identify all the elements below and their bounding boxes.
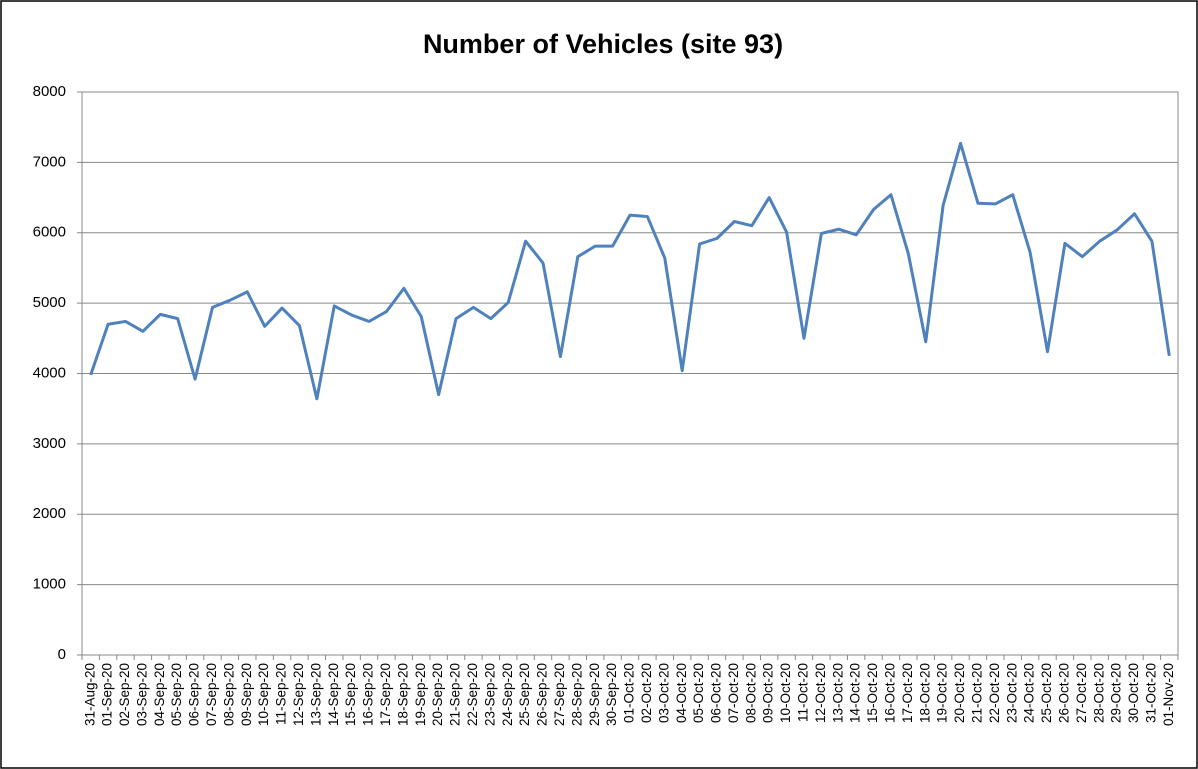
x-tick-label: 01-Nov-20 [1161,663,1176,726]
x-tick-label: 19-Sep-20 [413,663,428,726]
x-tick-label: 30-Oct-20 [1126,663,1141,723]
x-tick-label: 20-Sep-20 [430,663,445,726]
y-tick-label: 4000 [33,364,66,381]
x-tick-label: 11-Sep-20 [274,663,289,725]
x-tick-label: 29-Oct-20 [1109,663,1124,723]
x-tick-label: 15-Sep-20 [343,663,358,726]
x-tick-label: 21-Sep-20 [448,663,463,726]
x-tick-label: 10-Oct-20 [778,663,793,723]
x-tick-label: 09-Oct-20 [761,663,776,723]
x-tick-label: 07-Oct-20 [726,663,741,723]
x-tick-label: 05-Oct-20 [691,663,706,723]
x-tick-label: 27-Oct-20 [1074,663,1089,723]
x-tick-label: 02-Sep-20 [117,663,132,726]
x-tick-label: 08-Sep-20 [221,663,236,726]
x-tick-label: 23-Oct-20 [1004,663,1019,723]
x-tick-label: 24-Oct-20 [1022,663,1037,723]
y-tick-label: 1000 [33,576,66,593]
x-tick-label: 19-Oct-20 [935,663,950,723]
x-tick-label: 06-Sep-20 [187,663,202,726]
x-tick-label: 25-Oct-20 [1039,663,1054,723]
x-tick-label: 17-Sep-20 [378,663,393,726]
x-tick-label: 12-Sep-20 [291,663,306,726]
x-tick-label: 29-Sep-20 [587,663,602,726]
x-tick-label: 17-Oct-20 [900,663,915,723]
y-tick-label: 6000 [33,224,66,241]
y-tick-label: 8000 [33,83,66,100]
x-tick-label: 16-Oct-20 [883,663,898,723]
x-tick-label: 08-Oct-20 [743,663,758,723]
x-tick-label: 01-Sep-20 [100,663,115,726]
y-tick-label: 0 [58,646,66,663]
y-tick-label: 7000 [33,153,66,170]
x-tick-label: 10-Sep-20 [256,663,271,726]
x-tick-label: 18-Sep-20 [395,663,410,726]
y-tick-label: 3000 [33,435,66,452]
x-tick-label: 28-Sep-20 [569,663,584,726]
y-tick-label: 5000 [33,294,66,311]
y-tick-label: 2000 [33,505,66,522]
x-tick-label: 18-Oct-20 [917,663,932,723]
x-tick-label: 07-Sep-20 [204,663,219,726]
x-tick-label: 02-Oct-20 [639,663,654,723]
x-tick-label: 06-Oct-20 [709,663,724,723]
x-tick-label: 09-Sep-20 [239,663,254,726]
x-tick-label: 23-Sep-20 [482,663,497,726]
x-tick-label: 24-Sep-20 [500,663,515,726]
x-tick-label: 30-Sep-20 [604,663,619,726]
x-tick-label: 25-Sep-20 [517,663,532,726]
x-tick-label: 11-Oct-20 [796,663,811,722]
x-tick-label: 13-Oct-20 [830,663,845,723]
x-tick-label: 14-Oct-20 [848,663,863,723]
x-tick-label: 16-Sep-20 [361,663,376,726]
x-tick-label: 28-Oct-20 [1091,663,1106,723]
x-tick-label: 26-Oct-20 [1056,663,1071,723]
x-tick-label: 31-Oct-20 [1143,663,1158,723]
x-tick-label: 21-Oct-20 [969,663,984,723]
x-tick-label: 05-Sep-20 [169,663,184,726]
x-tick-label: 03-Oct-20 [656,663,671,723]
x-tick-label: 26-Sep-20 [535,663,550,726]
x-tick-label: 03-Sep-20 [134,663,149,726]
x-tick-label: 20-Oct-20 [952,663,967,723]
x-tick-label: 22-Sep-20 [465,663,480,726]
x-tick-label: 01-Oct-20 [622,663,637,723]
x-tick-label: 27-Sep-20 [552,663,567,726]
x-tick-label: 04-Oct-20 [674,663,689,723]
x-tick-label: 12-Oct-20 [813,663,828,723]
x-tick-label: 15-Oct-20 [865,663,880,723]
x-tick-label: 13-Sep-20 [308,663,323,726]
series-line [89,141,1171,401]
x-tick-label: 31-Aug-20 [82,663,97,726]
x-tick-label: 22-Oct-20 [987,663,1002,723]
x-tick-label: 14-Sep-20 [326,663,341,726]
x-tick-label: 04-Sep-20 [152,663,167,726]
chart-title: Number of Vehicles (site 93) [423,29,783,59]
